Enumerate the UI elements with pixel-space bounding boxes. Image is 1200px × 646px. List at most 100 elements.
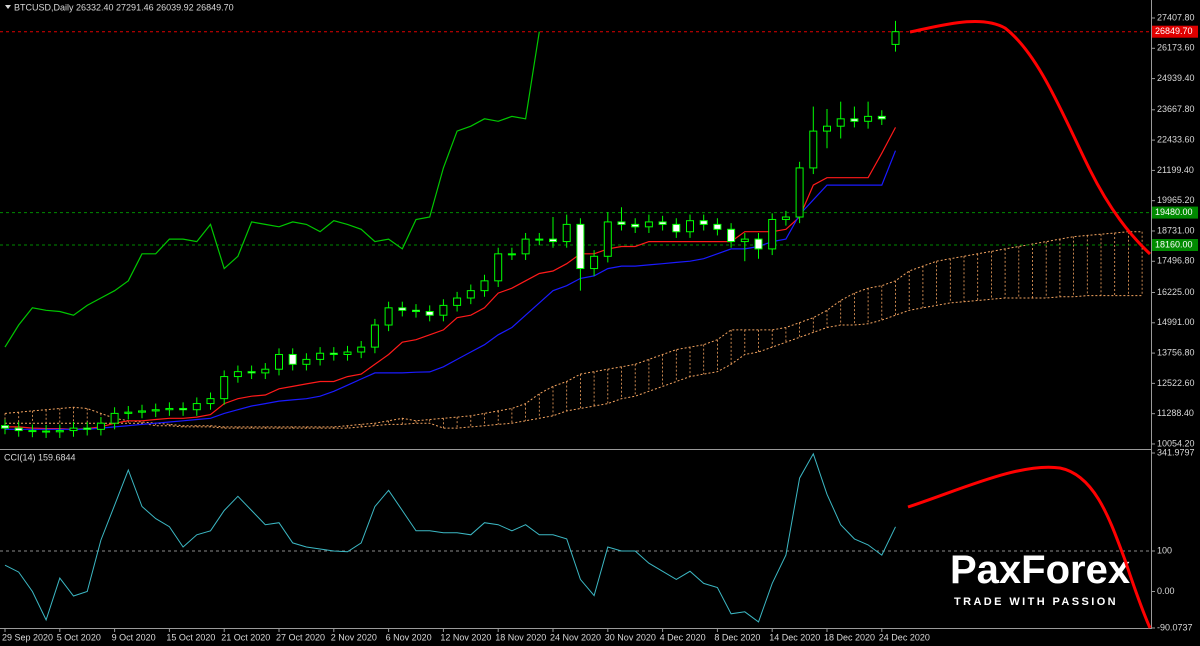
x-tick-label: 5 Oct 2020 bbox=[57, 632, 101, 642]
y-tick-label: 341.9797 bbox=[1157, 447, 1195, 457]
candle-body bbox=[713, 223, 722, 230]
candle-body bbox=[55, 430, 64, 433]
candle-body bbox=[138, 410, 146, 413]
candle-body bbox=[631, 223, 640, 228]
candle-body bbox=[412, 309, 420, 313]
candle-body bbox=[891, 31, 900, 45]
x-tick-label: 27 Oct 2020 bbox=[276, 632, 325, 642]
price-label-box bbox=[1152, 238, 1198, 251]
candle-body bbox=[466, 290, 475, 299]
candle-body bbox=[850, 118, 859, 122]
candle-body bbox=[69, 427, 78, 432]
candle-body bbox=[179, 407, 188, 411]
brand-logo: PaxForex bbox=[950, 548, 1130, 592]
candle-body bbox=[617, 221, 626, 225]
candle-body bbox=[672, 223, 681, 233]
candle-body bbox=[302, 358, 311, 365]
candle-body bbox=[823, 125, 831, 132]
candle-body bbox=[96, 422, 105, 430]
candle-body bbox=[549, 238, 557, 243]
x-tick-label: 15 Oct 2020 bbox=[166, 632, 215, 642]
x-tick-label: 8 Dec 2020 bbox=[714, 632, 760, 642]
y-tick-label: 19965.20 bbox=[1157, 195, 1195, 205]
y-tick-label: 100 bbox=[1157, 545, 1172, 555]
candle-body bbox=[754, 238, 763, 250]
candle-body bbox=[453, 297, 462, 306]
candle-body bbox=[658, 221, 667, 225]
y-tick-label: 17496.80 bbox=[1157, 256, 1195, 266]
x-tick-label: 9 Oct 2020 bbox=[112, 632, 156, 642]
candle-body bbox=[836, 118, 845, 127]
x-tick-label: 6 Nov 2020 bbox=[386, 632, 432, 642]
x-tick-label: 30 Nov 2020 bbox=[605, 632, 656, 642]
candle-body bbox=[644, 221, 653, 228]
candle-body bbox=[521, 238, 530, 255]
x-tick-label: 12 Nov 2020 bbox=[440, 632, 491, 642]
x-tick-label: 18 Dec 2020 bbox=[824, 632, 875, 642]
candle-body bbox=[384, 307, 393, 326]
candle-body bbox=[316, 352, 325, 360]
candle-body bbox=[809, 130, 818, 169]
indicator-line bbox=[5, 127, 897, 430]
candle-body bbox=[398, 307, 407, 311]
candle-body bbox=[370, 324, 379, 348]
candle-body bbox=[535, 238, 544, 241]
cloud-edge bbox=[5, 295, 1143, 429]
x-tick-label: 21 Oct 2020 bbox=[221, 632, 270, 642]
candle-body bbox=[151, 409, 160, 412]
candle-body bbox=[275, 353, 283, 370]
candle-body bbox=[343, 351, 352, 355]
x-tick-label: 14 Dec 2020 bbox=[769, 632, 820, 642]
price-label-box bbox=[1152, 206, 1198, 219]
y-tick-label: 14991.00 bbox=[1157, 317, 1195, 327]
candle-body bbox=[1, 425, 9, 429]
x-tick-label: 24 Nov 2020 bbox=[550, 632, 601, 642]
y-tick-label: 23667.80 bbox=[1157, 104, 1195, 114]
candle-body bbox=[686, 220, 694, 233]
candle-body bbox=[206, 398, 215, 405]
y-tick-label: 18731.00 bbox=[1157, 225, 1195, 235]
candle-body bbox=[165, 407, 174, 411]
candle-body bbox=[42, 430, 51, 433]
candle-body bbox=[83, 427, 92, 430]
x-tick-label: 29 Sep 2020 bbox=[2, 632, 53, 642]
y-tick-label: 0.00 bbox=[1157, 586, 1175, 596]
candle-body bbox=[124, 411, 133, 414]
forecast-arrow bbox=[909, 20, 1152, 256]
x-tick-label: 24 Dec 2020 bbox=[879, 632, 930, 642]
x-tick-label: 18 Nov 2020 bbox=[495, 632, 546, 642]
chart-title: BTCUSD,Daily 26332.40 27291.46 26039.92 … bbox=[14, 2, 234, 12]
candle-body bbox=[425, 311, 434, 316]
indicator-line bbox=[5, 150, 897, 430]
candle-body bbox=[439, 304, 448, 316]
candle-body bbox=[795, 167, 804, 218]
y-tick-label: 26173.60 bbox=[1157, 43, 1195, 53]
forecast-arrow bbox=[907, 465, 1152, 629]
x-tick-label: 4 Dec 2020 bbox=[660, 632, 706, 642]
candle-body bbox=[877, 115, 886, 120]
indicator-title: CCI(14) 159.6844 bbox=[4, 452, 76, 462]
price-label: 26849.70 bbox=[1155, 26, 1193, 36]
y-tick-label: 10054.20 bbox=[1157, 438, 1195, 448]
x-tick-label: 2 Nov 2020 bbox=[331, 632, 377, 642]
candle-body bbox=[781, 216, 790, 220]
y-tick-label: 12522.60 bbox=[1157, 378, 1195, 388]
y-tick-label: 13756.80 bbox=[1157, 347, 1195, 357]
y-tick-label: 22433.60 bbox=[1157, 134, 1195, 144]
candle-body bbox=[192, 403, 201, 411]
candle-body bbox=[14, 427, 23, 432]
candle-body bbox=[233, 371, 242, 378]
watermark: PaxForex TRADE WITH PASSION bbox=[950, 548, 1130, 608]
candle-body bbox=[288, 353, 297, 365]
candle-body bbox=[247, 371, 256, 374]
candle-body bbox=[28, 430, 37, 433]
candle-body bbox=[576, 223, 585, 270]
candle-body bbox=[864, 115, 873, 122]
candle-body bbox=[261, 368, 270, 374]
candle-body bbox=[768, 218, 777, 250]
candle-body bbox=[357, 346, 366, 353]
price-label-box bbox=[1152, 25, 1198, 38]
cloud-edge bbox=[4, 231, 1143, 428]
